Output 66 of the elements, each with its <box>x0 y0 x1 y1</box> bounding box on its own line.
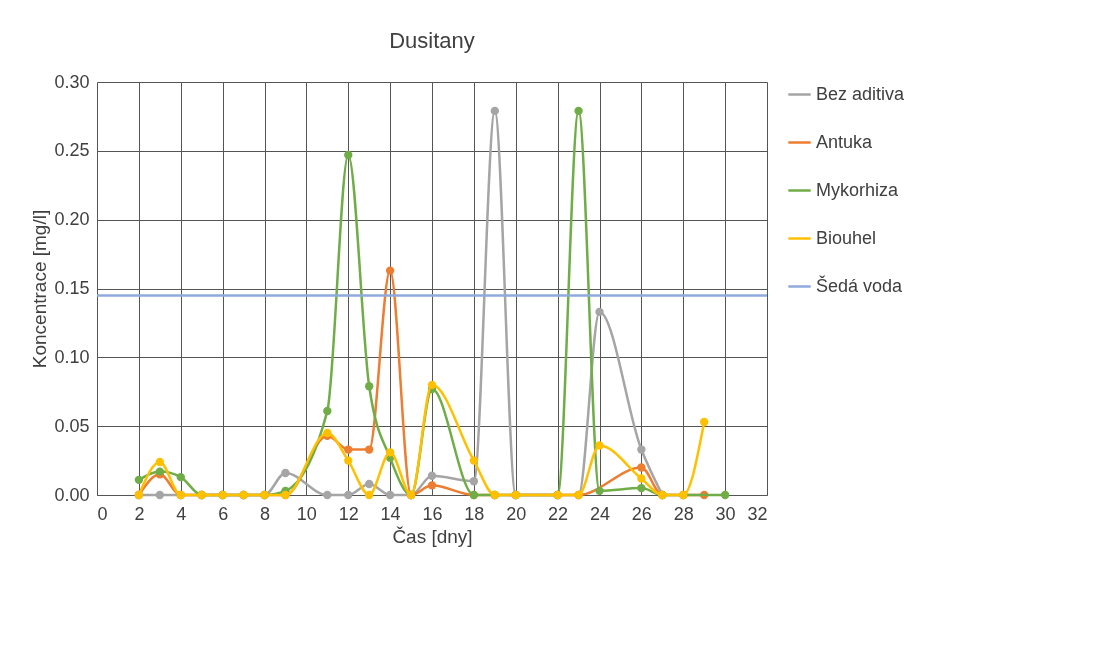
point <box>637 474 646 483</box>
y-tick-label: 0.00 <box>54 484 90 505</box>
point <box>427 481 437 490</box>
point <box>490 106 499 116</box>
point <box>344 150 353 160</box>
legend-label: Antuka <box>816 131 874 152</box>
point <box>155 490 164 500</box>
y-tick-label: 0.30 <box>54 71 90 92</box>
point <box>134 475 144 485</box>
point <box>595 307 604 317</box>
point <box>385 448 395 457</box>
point <box>469 477 479 486</box>
x-tick-label: 18 <box>464 503 485 524</box>
x-tick-label: 22 <box>548 503 569 524</box>
x-tick-label: 16 <box>422 503 443 524</box>
point <box>176 472 185 482</box>
point <box>637 445 646 454</box>
x-tick-label: 32 <box>747 503 768 524</box>
point <box>427 380 437 390</box>
legend-label: Mykorhiza <box>816 179 900 200</box>
point <box>574 106 583 116</box>
point <box>365 382 374 391</box>
point <box>344 445 353 454</box>
x-tick-label: 10 <box>296 503 317 524</box>
point <box>323 406 332 416</box>
point <box>385 266 395 275</box>
x-tick-label: 0 <box>97 503 108 524</box>
x-tick-label: 30 <box>715 503 736 524</box>
legend-label: Bez aditiva <box>816 83 906 104</box>
x-tick-label: 26 <box>631 503 652 524</box>
y-tick-label: 0.10 <box>54 346 90 367</box>
point <box>427 471 437 480</box>
point <box>365 490 374 500</box>
point <box>469 456 479 465</box>
x-tick-label: 6 <box>218 503 229 524</box>
point <box>155 457 164 467</box>
legend-label: Biouhel <box>816 227 877 248</box>
x-tick-label: 2 <box>134 503 145 524</box>
y-tick-label: 0.20 <box>54 209 90 230</box>
point <box>637 483 646 493</box>
x-tick-label: 8 <box>259 503 271 524</box>
x-tick-label: 12 <box>338 503 359 524</box>
point <box>700 417 709 427</box>
x-tick-label: 20 <box>506 503 527 524</box>
point <box>385 490 395 500</box>
y-tick-label: 0.25 <box>54 140 90 161</box>
y-axis-title: Koncentrace [mg/l] <box>29 209 51 369</box>
legend-label: Šedá voda <box>816 274 904 296</box>
point <box>365 445 374 454</box>
y-tick-label: 0.05 <box>54 415 90 436</box>
point <box>595 441 604 450</box>
chart-title: Dusitany <box>389 28 475 53</box>
x-tick-label: 28 <box>673 503 694 524</box>
point <box>344 456 353 465</box>
point <box>595 486 604 496</box>
x-axis-title: Čas [dny] <box>392 525 473 547</box>
point <box>344 490 353 500</box>
x-tick-label: 4 <box>176 503 187 524</box>
x-tick-label: 14 <box>380 503 401 524</box>
point <box>281 468 290 478</box>
x-tick-label: 24 <box>589 503 611 524</box>
point <box>637 463 646 472</box>
y-tick-label: 0.15 <box>54 278 90 298</box>
point <box>323 490 332 500</box>
point <box>720 490 730 500</box>
point <box>365 479 374 489</box>
